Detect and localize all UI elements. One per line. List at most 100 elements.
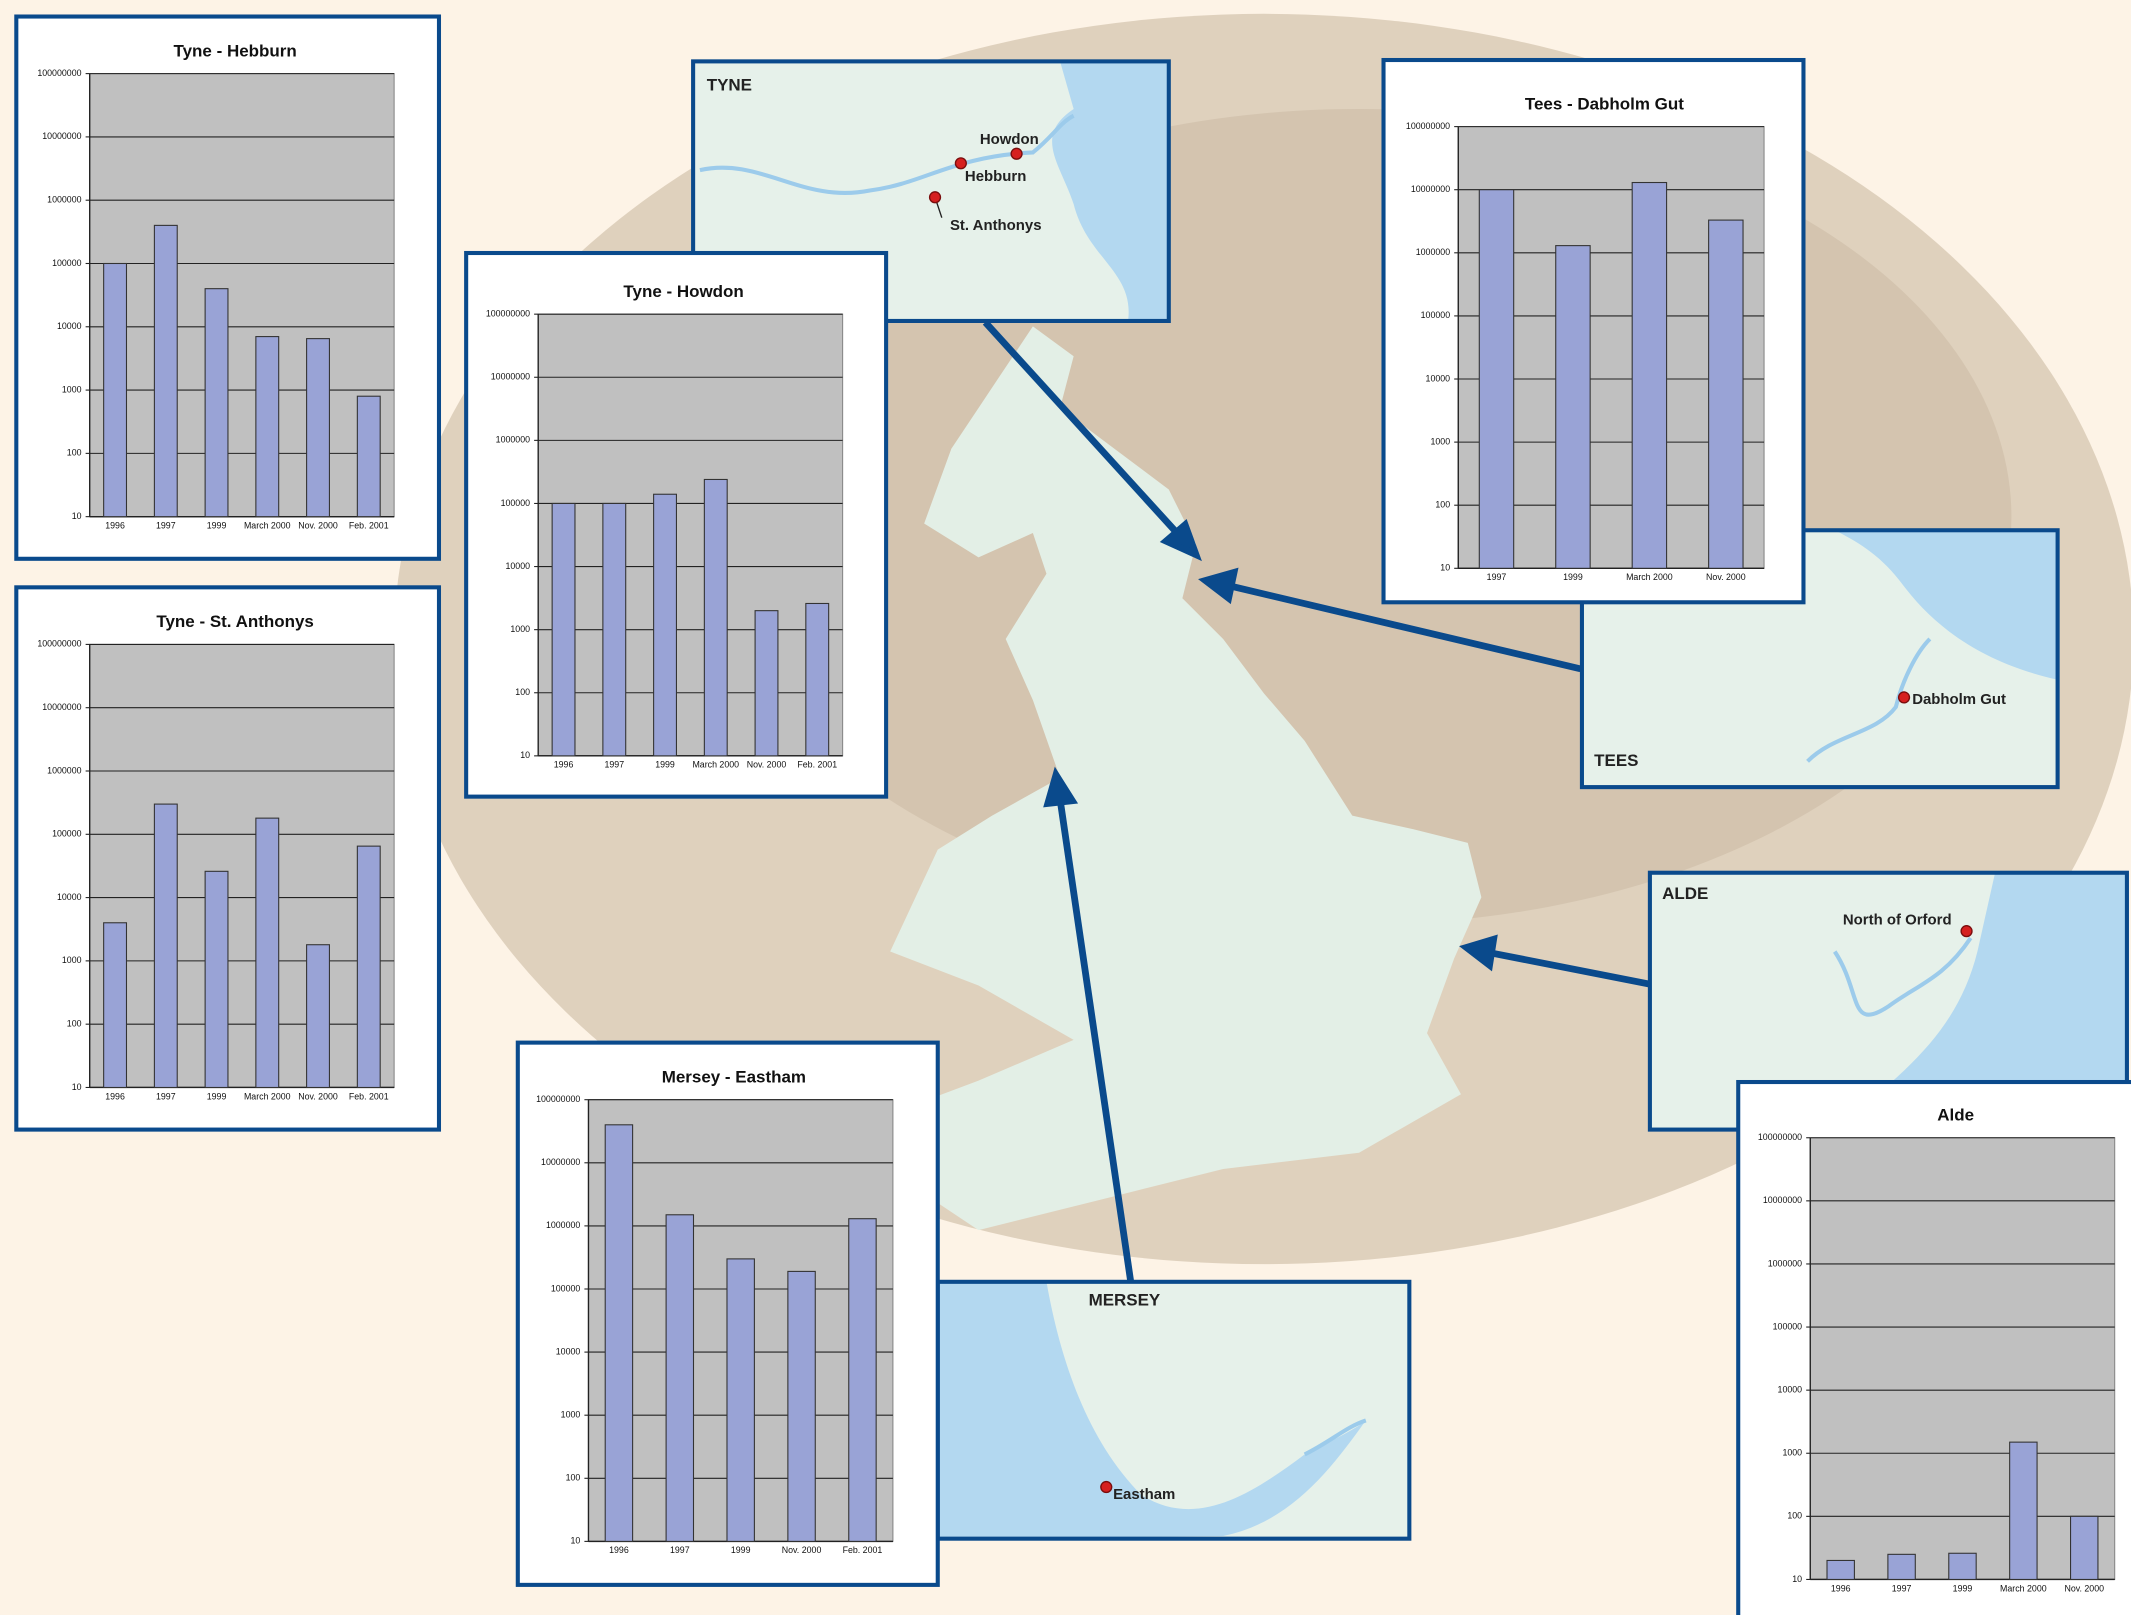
bar <box>654 494 677 756</box>
map-inset: MERSEY Eastham <box>938 1282 1410 1539</box>
y-tick-label: 100 <box>1787 1511 1802 1521</box>
bar <box>154 804 177 1087</box>
x-tick-label: 1996 <box>105 1091 125 1101</box>
y-tick-label: 1000000 <box>496 435 530 445</box>
place-label: Hebburn <box>965 168 1026 185</box>
bar <box>256 337 279 517</box>
y-tick-label: 100000 <box>501 498 531 508</box>
chart-panel: Tyne - Hebburn10100100010000100000100000… <box>16 17 439 559</box>
y-tick-label: 10 <box>1440 563 1450 573</box>
map-title: TEES <box>1594 751 1638 770</box>
bar <box>104 263 127 516</box>
y-tick-label: 10000 <box>505 561 530 571</box>
bar <box>666 1215 693 1542</box>
y-tick-label: 10000000 <box>541 1157 580 1167</box>
place-marker <box>1961 926 1972 937</box>
y-tick-label: 1000000 <box>546 1220 580 1230</box>
x-tick-label: 1997 <box>604 760 624 770</box>
chart-title: Tees - Dabholm Gut <box>1525 94 1684 113</box>
x-tick-label: 1996 <box>105 521 125 531</box>
chart-title: Tyne - Howdon <box>623 282 743 301</box>
bar <box>1479 190 1513 569</box>
x-tick-label: Nov. 2000 <box>298 521 338 531</box>
x-tick-label: 1999 <box>1563 572 1583 582</box>
x-tick-label: 1997 <box>1487 572 1507 582</box>
bar <box>307 339 330 517</box>
x-tick-label: Feb. 2001 <box>843 1545 883 1555</box>
x-tick-label: 1996 <box>554 760 574 770</box>
x-tick-label: 1997 <box>156 521 176 531</box>
y-tick-label: 10 <box>72 1082 82 1092</box>
y-tick-label: 1000000 <box>1416 247 1450 257</box>
y-tick-label: 10000 <box>57 892 82 902</box>
y-tick-label: 100000000 <box>1406 121 1450 131</box>
x-tick-label: 1999 <box>655 760 675 770</box>
bar <box>788 1271 815 1541</box>
y-tick-label: 100000 <box>1421 310 1451 320</box>
x-tick-label: Nov. 2000 <box>298 1091 338 1101</box>
bar <box>154 225 177 516</box>
y-tick-label: 1000000 <box>47 765 81 775</box>
chart-title: Tyne - St. Anthonys <box>156 612 313 631</box>
bar <box>205 289 228 517</box>
chart-panel: Mersey - Eastham101001000100001000001000… <box>518 1043 938 1585</box>
x-tick-label: March 2000 <box>244 521 291 531</box>
place-label: Eastham <box>1113 1486 1175 1503</box>
y-tick-label: 100000 <box>551 1283 581 1293</box>
y-tick-label: 1000 <box>1430 436 1450 446</box>
y-tick-label: 10 <box>1792 1574 1802 1584</box>
bar <box>1888 1554 1915 1579</box>
bar <box>605 1125 632 1542</box>
place-marker <box>1101 1482 1112 1493</box>
bar <box>205 871 228 1087</box>
x-tick-label: Feb. 2001 <box>349 521 389 531</box>
y-tick-label: 10000000 <box>1411 184 1450 194</box>
chart-title: Mersey - Eastham <box>662 1067 806 1086</box>
x-tick-label: 1999 <box>731 1545 751 1555</box>
x-tick-label: 1997 <box>156 1091 176 1101</box>
y-tick-label: 10000 <box>57 321 82 331</box>
x-tick-label: 1999 <box>207 521 227 531</box>
bar <box>727 1259 754 1542</box>
map-title: ALDE <box>1662 884 1708 903</box>
y-tick-label: 1000 <box>62 955 82 965</box>
y-tick-label: 100000000 <box>536 1094 580 1104</box>
place-marker <box>1899 692 1910 703</box>
bar <box>849 1219 876 1542</box>
chart-panel: Tees - Dabholm Gut1010010001000010000010… <box>1384 60 1804 602</box>
x-tick-label: March 2000 <box>692 760 739 770</box>
y-tick-label: 10000000 <box>491 372 530 382</box>
map-title: MERSEY <box>1089 1290 1161 1309</box>
y-tick-label: 1000 <box>510 624 530 634</box>
place-label: St. Anthonys <box>950 217 1042 234</box>
x-tick-label: Feb. 2001 <box>349 1091 389 1101</box>
poster: TYNEHowdonHebburnSt. AnthonysTEESDabholm… <box>0 0 2131 1615</box>
bar <box>552 503 575 755</box>
x-tick-label: Nov. 2000 <box>2064 1583 2104 1593</box>
bar <box>1949 1553 1976 1579</box>
place-label: Dabholm Gut <box>1912 691 2006 708</box>
bar <box>806 603 829 755</box>
page: {"chart_data": [ {"type": "bar", "title"… <box>0 0 2131 1615</box>
y-tick-label: 100000 <box>52 829 82 839</box>
y-tick-label: 10000 <box>1426 373 1451 383</box>
bar <box>307 945 330 1088</box>
place-label: North of Orford <box>1843 911 1952 928</box>
x-tick-label: 1999 <box>207 1091 227 1101</box>
bar <box>1556 246 1590 569</box>
bar <box>357 846 380 1087</box>
chart-panel: Tyne - St. Anthonys 10 100 1000 10000 100000 1… <box>16 587 439 1129</box>
chart-title: Tyne - Hebburn <box>174 41 297 60</box>
bar <box>603 503 626 755</box>
y-tick-label: 10000 <box>1778 1384 1803 1394</box>
x-tick-label: March 2000 <box>1626 572 1673 582</box>
y-tick-label: 100000000 <box>37 68 81 78</box>
bar <box>2071 1516 2098 1579</box>
y-tick-label: 1000000 <box>1768 1258 1802 1268</box>
y-tick-label: 10000000 <box>42 702 81 712</box>
y-tick-label: 100 <box>67 448 82 458</box>
place-marker <box>930 192 941 203</box>
y-tick-label: 100 <box>566 1473 581 1483</box>
y-tick-label: 100 <box>67 1019 82 1029</box>
y-tick-label: 10 <box>520 750 530 760</box>
